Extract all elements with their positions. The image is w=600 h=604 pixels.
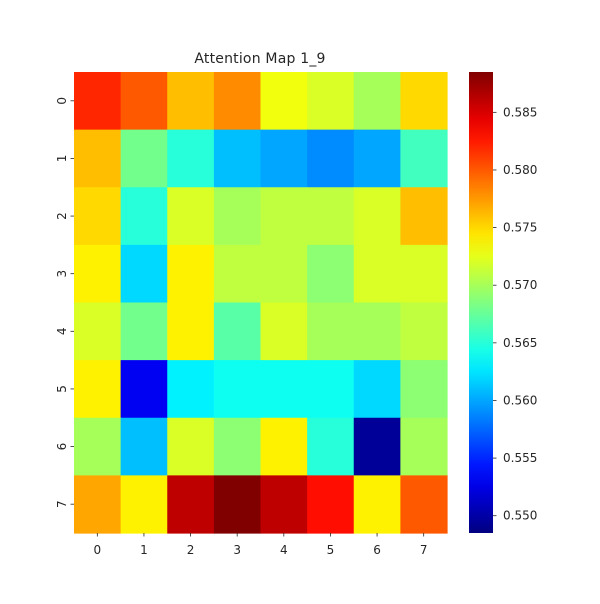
y-tick-label-5: 5	[55, 385, 69, 393]
heatmap-cell-r1-c3	[213, 129, 262, 188]
heatmap-cell-r1-c5	[307, 129, 355, 188]
heatmap-cell-r0-c6	[353, 72, 401, 131]
heatmap-cell-r2-c7	[400, 187, 448, 246]
heatmap-cell-r7-c0	[74, 475, 122, 534]
heatmap-cell-r5-c5	[307, 360, 355, 419]
heatmap-cell-r7-c3	[213, 475, 262, 534]
colorbar-tick-label-1: 0.555	[503, 451, 537, 465]
heatmap-cell-r6-c5	[307, 417, 355, 476]
heatmap-cell-r0-c4	[260, 72, 308, 131]
heatmap-cell-r6-c7	[400, 417, 448, 476]
chart-title: Attention Map 1_9	[194, 51, 325, 67]
heatmap-cell-r4-c7	[400, 302, 448, 361]
colorbar-tick-label-7: 0.585	[503, 105, 537, 119]
heatmap-cell-r0-c2	[167, 72, 215, 131]
heatmap-cell-r2-c0	[74, 187, 122, 246]
heatmap-cell-r5-c0	[74, 360, 122, 419]
heatmap-cell-r7-c1	[120, 475, 168, 534]
y-tick-label-7: 7	[55, 500, 69, 508]
heatmap-cell-r7-c5	[307, 475, 355, 534]
heatmap-cell-r5-c4	[260, 360, 308, 419]
colorbar-ticks: 0.550 0.555 0.560 0.565 0.570 0.575 0.580 0.585	[493, 105, 537, 523]
heatmap-cell-r2-c3	[213, 187, 262, 246]
y-tick-label-4: 4	[55, 327, 69, 335]
heatmap-cell-r3-c1	[120, 244, 168, 304]
heatmap-cell-r3-c4	[260, 244, 308, 304]
x-tick-label-7: 7	[420, 543, 428, 557]
heatmap-cell-r6-c4	[260, 417, 308, 476]
colorbar: 0.550 0.555 0.560 0.565 0.570 0.575 0.580 0.585	[469, 72, 537, 533]
heatmap-cell-r2-c5	[307, 187, 355, 246]
colorbar-tick-label-2: 0.560	[503, 393, 537, 407]
heatmap-cell-r6-c3	[213, 417, 262, 476]
heatmap-cell-r2-c2	[167, 187, 215, 246]
heatmap-cell-r0-c5	[307, 72, 355, 131]
y-tick-label-0: 0	[55, 97, 69, 105]
heatmap-cell-r6-c0	[74, 417, 122, 476]
x-tick-label-4: 4	[280, 543, 288, 557]
heatmap-cell-r5-c3	[213, 360, 262, 419]
x-tick-label-3: 3	[233, 543, 241, 557]
heatmap-cell-r5-c6	[353, 360, 401, 419]
colorbar-tick-label-3: 0.565	[503, 336, 537, 350]
colorbar-tick-label-0: 0.550	[503, 509, 537, 523]
heatmap-cell-r5-c7	[400, 360, 448, 419]
heatmap-cell-r1-c1	[120, 129, 168, 188]
heatmap-cell-r0-c3	[213, 72, 262, 131]
heatmap-cell-r7-c6	[353, 475, 401, 534]
heatmap-cell-r7-c7	[400, 475, 448, 534]
heatmap-cell-r4-c4	[260, 302, 308, 361]
heatmap-cell-r4-c5	[307, 302, 355, 361]
heatmap-cell-r3-c7	[400, 244, 448, 304]
x-tick-label-1: 1	[140, 543, 148, 557]
x-tick-label-2: 2	[187, 543, 195, 557]
y-axis: 0 1 2 3 4 5 6 7	[55, 97, 74, 508]
colorbar-tick-label-6: 0.580	[503, 163, 537, 177]
heatmap-cell-r6-c2	[167, 417, 215, 476]
heatmap-cell-r7-c4	[260, 475, 308, 534]
heatmap-cell-r6-c1	[120, 417, 168, 476]
heatmap-cell-r2-c4	[260, 187, 308, 246]
x-tick-label-0: 0	[93, 543, 101, 557]
y-tick-label-1: 1	[55, 155, 69, 163]
heatmap-cell-r4-c2	[167, 302, 215, 361]
heatmap-cell-r1-c4	[260, 129, 308, 188]
heatmap-cell-r2-c1	[120, 187, 168, 246]
heatmap-cell-r1-c7	[400, 129, 448, 188]
heatmap-cell-r1-c2	[167, 129, 215, 188]
heatmap-cell-r4-c0	[74, 302, 122, 361]
heatmap-cell-r1-c0	[74, 129, 122, 188]
colorbar-tick-label-5: 0.575	[503, 221, 537, 235]
x-axis: 0 1 2 3 4 5 6 7	[93, 533, 428, 557]
heatmap-cell-r5-c1	[120, 360, 168, 419]
x-tick-label-6: 6	[373, 543, 381, 557]
heatmap-cell-r3-c5	[307, 244, 355, 304]
x-tick-label-5: 5	[327, 543, 335, 557]
y-tick-label-6: 6	[55, 443, 69, 451]
heatmap-cell-r6-c6	[353, 417, 401, 476]
heatmap-cell-r0-c1	[120, 72, 168, 131]
heatmap-cell-r4-c6	[353, 302, 401, 361]
heatmap-cell-r3-c3	[213, 244, 262, 304]
y-tick-label-2: 2	[55, 212, 69, 220]
heatmap-cell-r4-c3	[213, 302, 262, 361]
heatmap-cell-r4-c1	[120, 302, 168, 361]
heatmap-cells	[74, 72, 448, 534]
heatmap-cell-r3-c0	[74, 244, 122, 304]
heatmap-cell-r2-c6	[353, 187, 401, 246]
colorbar-tick-label-4: 0.570	[503, 278, 537, 292]
heatmap-cell-r3-c6	[353, 244, 401, 304]
heatmap-cell-r5-c2	[167, 360, 215, 419]
heatmap-cell-r7-c2	[167, 475, 215, 534]
colorbar-scale	[469, 72, 493, 533]
heatmap-cell-r1-c6	[353, 129, 401, 188]
heatmap-cell-r3-c2	[167, 244, 215, 304]
heatmap-cell-r0-c7	[400, 72, 448, 131]
heatmap-cell-r0-c0	[74, 72, 122, 131]
y-tick-label-3: 3	[55, 270, 69, 278]
